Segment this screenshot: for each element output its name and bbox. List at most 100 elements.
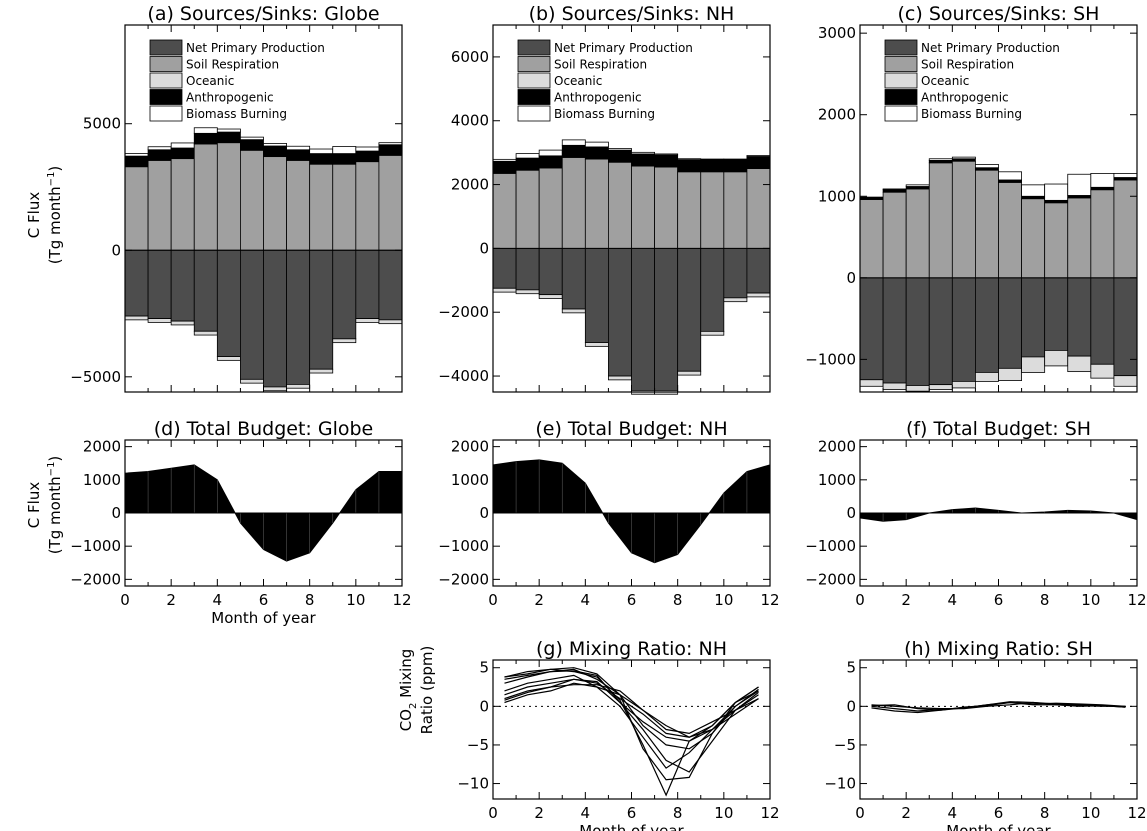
bar-b-anthropogenic-m5: [584, 146, 609, 160]
xtick-label-g-6: 12: [760, 804, 779, 822]
xtick-label-h-0: 0: [855, 804, 865, 822]
bar-a-oceanic-m8: [286, 384, 311, 389]
legend-label-c-1: Soil Respiration: [921, 58, 1014, 72]
bar-c-soil-respiration-m6: [975, 169, 999, 279]
panel-title-c: (c) Sources/Sinks: SH: [898, 3, 1100, 25]
bar-b-biomass-burning-m10: [700, 158, 725, 161]
bar-c-soil-respiration-m5: [951, 160, 976, 279]
bar-b-biomass-burning-m5: [584, 141, 609, 148]
xtick-label-d-4: 8: [305, 591, 315, 609]
bar-a-anthropogenic-m2: [147, 149, 172, 161]
bar-a-soil-respiration-m8: [286, 160, 311, 251]
bar-a-biomass-burning-m12: [378, 142, 403, 146]
xtick-label-f-1: 2: [901, 591, 911, 609]
bar-c-biomass-burning-m12: [1113, 173, 1138, 178]
legend-label-c-4: Biomass Burning: [921, 107, 1022, 121]
xtick-label-e-0: 0: [488, 591, 498, 609]
bar-b-net-primary-production-m9: [677, 247, 702, 372]
bar-a-biomass-burning-m9: [309, 148, 334, 154]
ytick-label-h-0: −10: [824, 775, 856, 793]
ytick-label-g-2: 0: [479, 697, 489, 715]
ytick-label-f-3: 1000: [818, 471, 856, 489]
bar-b-soil-respiration-m5: [584, 158, 609, 249]
bar-b-biomass-burning-m6: [608, 148, 632, 151]
bar-c-anthropogenic-m1: [859, 196, 884, 200]
bar-b-net-primary-production-m11: [723, 247, 748, 299]
xtick-label-f-3: 6: [994, 591, 1004, 609]
legend-swatch-b-1: [517, 56, 551, 72]
legend-swatch-a-1: [149, 56, 183, 72]
ytick-label-d-3: 1000: [83, 471, 121, 489]
line-g-2: [504, 668, 759, 750]
bar-a-anthropogenic-m1: [124, 155, 149, 168]
xtick-label-d-3: 6: [259, 591, 269, 609]
bar-b-biomass-burning-m2: [515, 153, 540, 159]
ytick-label-f-2: 0: [846, 504, 856, 522]
xtick-label-e-2: 4: [581, 591, 591, 609]
ylabel-flux-top-line1: C Flux: [25, 192, 43, 239]
bar-b-net-primary-production-m1: [492, 247, 517, 289]
ytick-label-e-2: 0: [479, 504, 489, 522]
bar-a-biomass-burning-m7: [263, 143, 287, 147]
bar-b-biomass-burning-m9: [677, 158, 702, 161]
xtick-label-f-4: 8: [1040, 591, 1050, 609]
bar-b-anthropogenic-m8: [654, 154, 679, 168]
bar-a-net-primary-production-m8: [286, 249, 311, 385]
bar-c-oceanic-m7: [998, 367, 1022, 381]
ytick-label-h-2: 0: [846, 697, 856, 715]
bar-a-oceanic-m11: [355, 318, 380, 323]
ytick-label-h-1: −5: [834, 736, 856, 754]
bar-b-oceanic-m4: [561, 308, 586, 314]
bar-a-biomass-burning-m1: [124, 153, 149, 157]
xtick-label-e-3: 6: [627, 591, 637, 609]
xtick-label-g-1: 2: [534, 804, 544, 822]
bar-b-biomass-burning-m8: [654, 153, 679, 156]
bar-b-oceanic-m9: [677, 370, 702, 376]
bar-c-net-primary-production-m5: [951, 277, 976, 382]
bar-c-net-primary-production-m2: [882, 277, 907, 384]
bar-b-net-primary-production-m10: [700, 247, 725, 332]
panel-c: (c) Sources/Sinks: SH Net Primary Product…: [805, 3, 1138, 393]
bar-b-soil-respiration-m4: [561, 157, 586, 249]
bar-c-oceanic-m9: [1044, 350, 1069, 367]
bar-c-oceanic-m12: [1113, 375, 1138, 387]
ytick-label-a-2: 5000: [83, 115, 121, 133]
panel-a: (a) Sources/Sinks: Globe Net Primary Prod…: [70, 3, 403, 393]
legend-label-a-1: Soil Respiration: [186, 58, 279, 72]
bar-b-oceanic-m2: [515, 289, 540, 295]
bar-b-soil-respiration-m10: [700, 171, 725, 249]
legend-swatch-b-3: [517, 89, 551, 105]
bar-c-soil-respiration-m12: [1113, 179, 1138, 279]
legend-label-b-3: Anthropogenic: [554, 91, 642, 105]
bar-b-net-primary-production-m2: [515, 247, 540, 291]
bar-a-net-primary-production-m4: [193, 249, 218, 332]
ytick-label-e-4: 2000: [451, 438, 489, 456]
panel-title-f: (f) Total Budget: SH: [906, 418, 1091, 440]
bar-b-anthropogenic-m3: [538, 155, 563, 169]
bar-b-net-primary-production-m12: [746, 247, 771, 294]
bar-b-oceanic-m1: [492, 287, 517, 293]
bar-c-soil-respiration-m1: [859, 199, 884, 279]
bar-a-anthropogenic-m3: [170, 147, 195, 160]
line-g-8: [504, 668, 759, 797]
ytick-label-a-0: −5000: [70, 368, 121, 386]
panel-f: (f) Total Budget: SH −2000 −1000 0 1000 2000 0…: [805, 418, 1146, 609]
legend-swatch-c-3: [884, 89, 918, 105]
bar-c-soil-respiration-m9: [1044, 202, 1069, 279]
ytick-label-g-3: 5: [479, 659, 489, 677]
bar-a-net-primary-production-m11: [355, 249, 380, 319]
bar-a-biomass-burning-m5: [216, 128, 241, 133]
line-h-3: [871, 701, 1126, 712]
ylabel-co2-line1: CO2 Mixing: [397, 649, 419, 732]
legend-swatch-b-2: [517, 72, 551, 89]
ytick-label-f-0: −2000: [805, 570, 856, 588]
bar-a-soil-respiration-m6: [240, 149, 264, 251]
xtick-label-h-6: 12: [1127, 804, 1146, 822]
bar-a-anthropogenic-m11: [355, 150, 380, 163]
legend-label-b-1: Soil Respiration: [554, 58, 647, 72]
legend-label-a-0: Net Primary Production: [186, 41, 325, 55]
bar-a-oceanic-m6: [240, 378, 264, 384]
ylabel-flux-mid-line2: (Tg month−1): [46, 456, 64, 555]
bar-a-anthropogenic-m12: [378, 144, 403, 156]
ytick-label-b-5: 6000: [451, 48, 489, 66]
